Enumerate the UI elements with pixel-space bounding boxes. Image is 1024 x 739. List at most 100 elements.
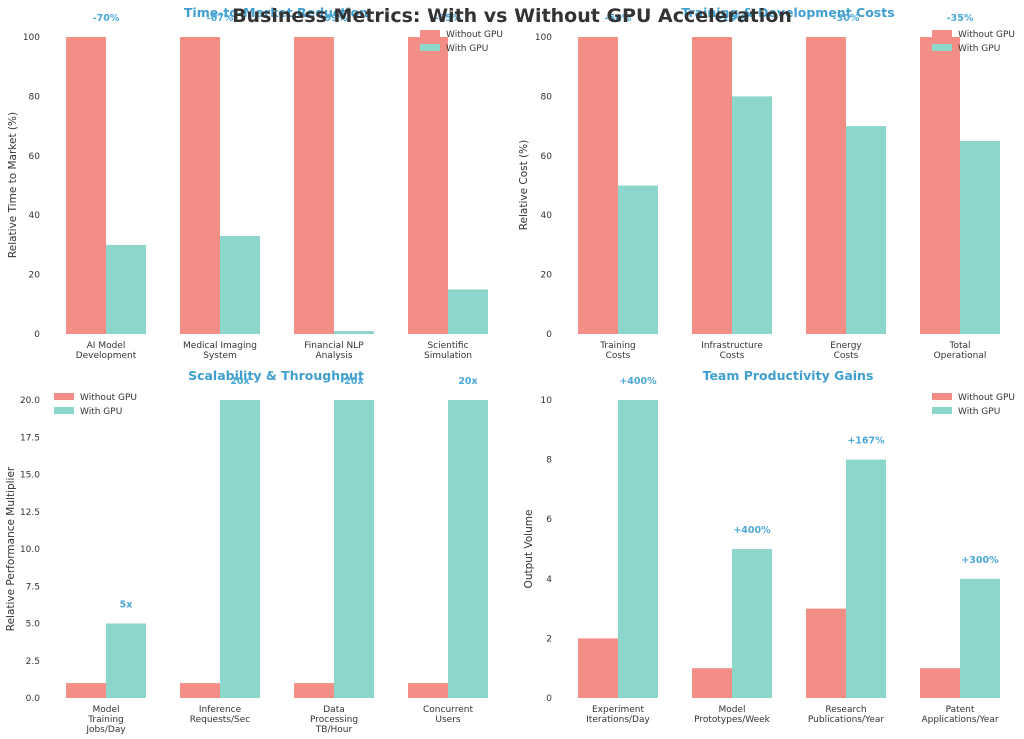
x-tick-label: Patent Applications/Year	[921, 705, 998, 725]
y-tick-label: 7.5	[26, 582, 40, 592]
suptitle: Business Metrics: With vs Without GPU Ac…	[232, 5, 792, 27]
legend-swatch	[932, 393, 952, 400]
x-tick-line: Research	[825, 705, 866, 715]
bar-with-gpu	[732, 549, 772, 698]
y-tick-label: 15.0	[20, 471, 40, 481]
x-tick-line: TB/Hour	[315, 725, 353, 735]
x-tick-line: Scientific	[427, 341, 468, 351]
x-tick-line: Data	[323, 705, 345, 715]
y-tick-label: 0	[546, 694, 552, 704]
bar-with-gpu	[960, 140, 1000, 334]
y-tick-label: 5.0	[26, 620, 41, 630]
x-tick-line: Patent	[946, 705, 975, 715]
y-tick-label: 12.5	[20, 508, 40, 518]
y-tick-label: 0.0	[26, 694, 41, 704]
bar-annotation: -30%	[833, 13, 860, 24]
x-tick-line: Iterations/Day	[586, 715, 650, 725]
bar-without-gpu	[66, 683, 106, 698]
x-tick-line: Inference	[199, 705, 242, 715]
x-tick-line: Total	[948, 341, 970, 351]
x-tick-line: Prototypes/Week	[694, 715, 771, 725]
legend-label: With GPU	[958, 44, 1000, 54]
x-tick-line: Concurrent	[423, 705, 473, 715]
bar-without-gpu	[66, 37, 106, 334]
x-tick-line: Publications/Year	[808, 715, 884, 725]
x-tick-label: Model Training Jobs/Day	[85, 705, 126, 735]
y-axis-label: Relative Performance Multiplier	[5, 466, 17, 631]
x-tick-line: Infrastructure	[701, 341, 763, 351]
bar-with-gpu	[220, 400, 260, 698]
x-tick-label: Research Publications/Year	[808, 705, 884, 725]
legend-label: Without GPU	[958, 30, 1015, 40]
bar-annotation: -67%	[207, 13, 234, 24]
bar-annotation: +400%	[619, 376, 657, 387]
y-tick-label: 2.5	[26, 657, 40, 667]
y-axis-label: Relative Time to Market (%)	[7, 112, 19, 258]
y-tick-label: 2	[546, 634, 552, 644]
bar-with-gpu	[448, 400, 488, 698]
y-tick-label: 8	[546, 456, 552, 466]
x-tick-line: Requests/Sec	[190, 715, 251, 725]
bar-annotation: +300%	[961, 555, 999, 566]
bar-without-gpu	[408, 683, 448, 698]
bar-with-gpu	[334, 400, 374, 698]
y-tick-label: 10.0	[20, 545, 40, 555]
bar-without-gpu	[578, 638, 618, 698]
bar-annotation: +167%	[847, 436, 885, 447]
x-tick-line: Financial NLP	[304, 341, 364, 351]
legend-label: Without GPU	[958, 393, 1015, 403]
legend-label: With GPU	[80, 407, 122, 417]
chart-title: Scalability & Throughput	[188, 368, 364, 383]
bar-annotation: 20x	[458, 376, 477, 387]
legend-swatch	[932, 407, 952, 414]
bar-annotation: -50%	[605, 13, 632, 24]
bar-without-gpu	[920, 37, 960, 334]
y-tick-label: 4	[546, 575, 552, 585]
x-tick-line: Processing	[310, 715, 358, 725]
bar-with-gpu	[220, 235, 260, 334]
bar-with-gpu	[846, 126, 886, 334]
bar-without-gpu	[294, 37, 334, 334]
y-tick-label: 60	[541, 152, 553, 162]
chart-time-to-market: Time-to-Market Reduction Relative Time to…	[7, 5, 503, 361]
chart-title: Time-to-Market Reduction	[184, 5, 368, 20]
legend-swatch	[420, 44, 440, 51]
bar-with-gpu	[618, 400, 658, 698]
bar-with-gpu	[106, 244, 146, 334]
legend-swatch	[420, 30, 440, 37]
legend-swatch	[932, 44, 952, 51]
chart-title: Team Productivity Gains	[703, 368, 874, 383]
legend-swatch	[932, 30, 952, 37]
x-tick-line: Analysis	[315, 351, 352, 361]
legend-swatch	[54, 393, 74, 400]
x-tick-line: Model	[718, 705, 745, 715]
legend-label: Without GPU	[446, 30, 503, 40]
legend-label: With GPU	[446, 44, 488, 54]
bar-with-gpu	[448, 289, 488, 334]
bar-without-gpu	[294, 683, 334, 698]
bar-annotation: +400%	[733, 525, 771, 536]
bar-with-gpu	[106, 623, 146, 698]
bar-without-gpu	[692, 668, 732, 698]
bar-without-gpu	[408, 37, 448, 334]
y-tick-label: 0	[34, 330, 40, 340]
x-tick-label: AI Model Development	[76, 341, 137, 361]
bar-without-gpu	[692, 37, 732, 334]
bar-with-gpu	[846, 459, 886, 698]
x-tick-label: Total Operational	[934, 341, 987, 361]
bar-without-gpu	[806, 37, 846, 334]
bar-annotation: -35%	[947, 13, 974, 24]
bar-without-gpu	[920, 668, 960, 698]
chart-training-costs: Training & Development Costs Relative Cos…	[518, 5, 1015, 361]
x-tick-line: AI Model	[87, 341, 126, 351]
bar-annotation: 5x	[120, 600, 133, 611]
chart-productivity: Team Productivity Gains Output Volume 0 2 4 6…	[523, 368, 1015, 725]
x-tick-line: Medical Imaging	[183, 341, 257, 351]
chart-title: Training & Development Costs	[681, 5, 894, 20]
x-tick-line: Costs	[606, 351, 631, 361]
x-tick-line: Simulation	[424, 351, 472, 361]
x-tick-line: Jobs/Day	[85, 725, 126, 735]
y-tick-label: 80	[541, 92, 553, 102]
x-tick-label: Concurrent Users	[423, 705, 473, 725]
y-tick-label: 20.0	[20, 396, 40, 406]
